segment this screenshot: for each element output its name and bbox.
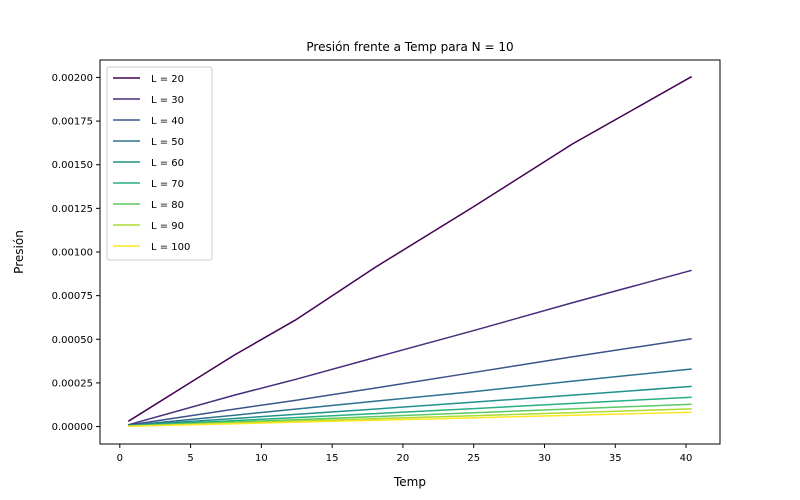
legend-label-8: L = 100 (151, 242, 190, 253)
y-tick-label-4: 0.00100 (52, 248, 93, 259)
series-line-2 (128, 338, 692, 426)
series-line-1 (128, 269, 692, 426)
x-tick-label-3: 15 (326, 453, 339, 464)
legend-box (106, 66, 213, 261)
plot-frame (99, 59, 721, 445)
x-tick-label-0: 0 (117, 453, 123, 464)
legend-label-5: L = 70 (151, 179, 184, 190)
legend: L = 20 L = 30 L = 40 L = 50 L = 60 L = 70 L = … (106, 66, 213, 261)
y-tick-label-2: 0.00050 (52, 335, 93, 346)
x-tick-label-6: 30 (538, 453, 551, 464)
y-tick-label-8: 0.00200 (52, 73, 93, 84)
legend-label-7: L = 90 (151, 221, 184, 232)
series-line-3 (128, 368, 692, 427)
legend-label-6: L = 80 (151, 200, 184, 211)
x-axis-label: Temp (393, 475, 426, 489)
y-axis-label: Presión (12, 230, 26, 274)
x-axis-ticks: 0 5 10 15 20 25 30 35 40 (117, 444, 693, 464)
series-line-0 (127, 75, 693, 422)
y-tick-label-6: 0.00150 (52, 160, 93, 171)
legend-label-1: L = 30 (151, 95, 184, 106)
x-tick-label-8: 40 (680, 453, 693, 464)
series-line-5 (128, 396, 692, 427)
series-layer (127, 75, 693, 427)
series-line-8 (128, 411, 692, 427)
series-line-6 (128, 403, 692, 427)
x-tick-label-1: 5 (187, 453, 193, 464)
legend-label-3: L = 50 (151, 137, 184, 148)
y-axis-ticks: 0.00000 0.00025 0.00050 0.00075 0.00100 0.001… (52, 73, 100, 433)
x-tick-label-2: 10 (255, 453, 268, 464)
legend-label-2: L = 40 (151, 116, 184, 127)
chart-title: Presión frente a Temp para N = 10 (306, 40, 513, 54)
y-tick-label-1: 0.00025 (52, 378, 93, 389)
series-line-4 (128, 385, 692, 427)
x-tick-label-4: 20 (397, 453, 410, 464)
y-tick-label-0: 0.00000 (52, 422, 93, 433)
y-tick-label-7: 0.00175 (52, 117, 93, 128)
legend-label-4: L = 60 (151, 158, 184, 169)
x-tick-label-7: 35 (609, 453, 622, 464)
y-tick-label-3: 0.00075 (52, 291, 93, 302)
y-tick-label-5: 0.00125 (52, 204, 93, 215)
x-tick-label-5: 25 (467, 453, 480, 464)
legend-label-0: L = 20 (151, 74, 184, 85)
